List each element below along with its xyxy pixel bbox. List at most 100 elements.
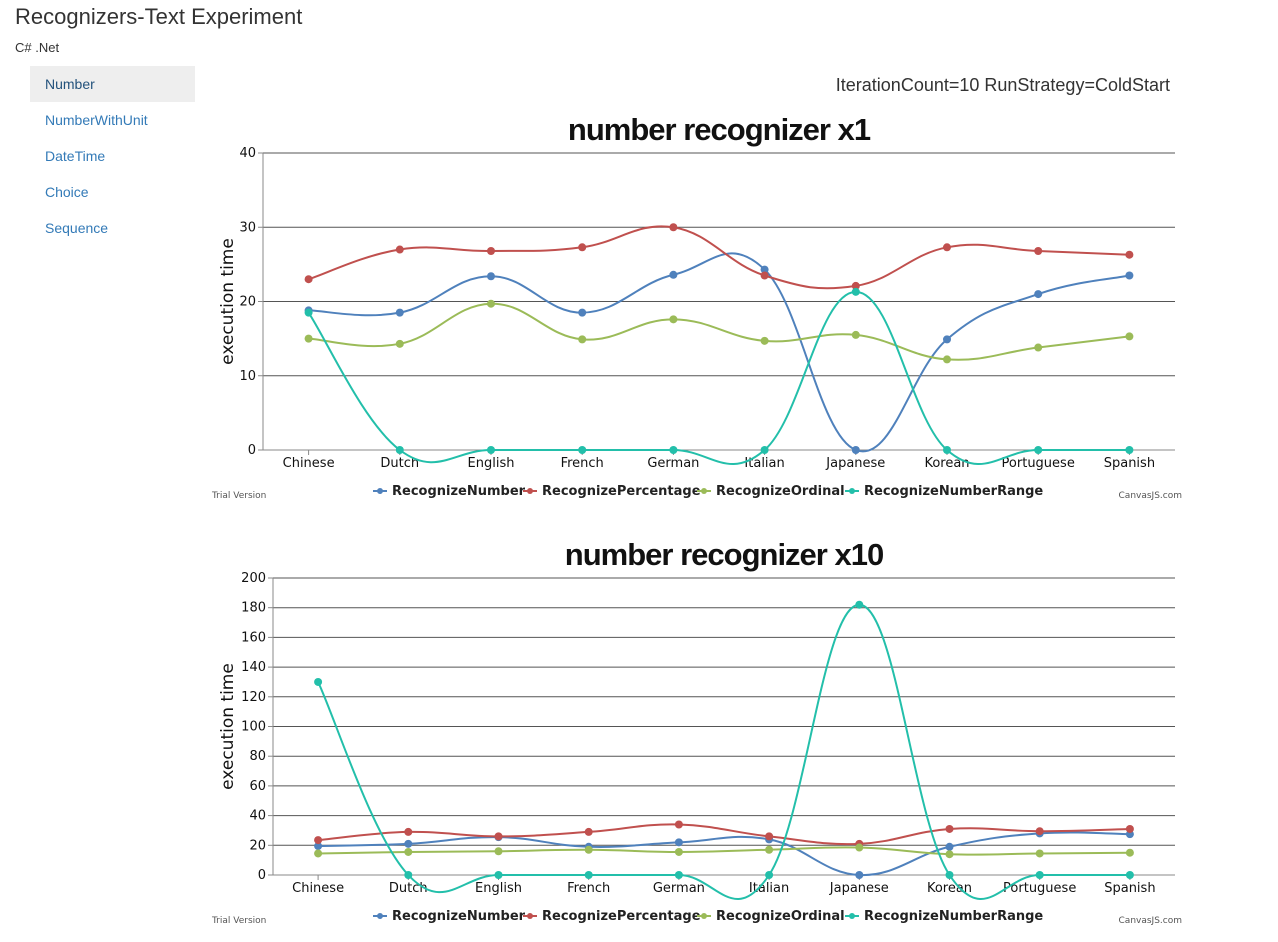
data-point[interactable] — [674, 847, 683, 856]
chart-x10: number recognizer x10 0 20 40 60 80 100 120 140 1… — [205, 530, 1195, 940]
data-point[interactable] — [314, 849, 323, 858]
data-point[interactable] — [760, 265, 769, 274]
data-point[interactable] — [404, 839, 413, 848]
nav-item-number-with-unit[interactable]: NumberWithUnit — [45, 112, 148, 128]
data-point[interactable] — [669, 270, 678, 279]
data-point[interactable] — [584, 845, 593, 854]
data-point[interactable] — [1035, 849, 1044, 858]
data-point[interactable] — [1125, 848, 1134, 857]
chart-title: number recognizer x10 — [565, 537, 883, 572]
series-recognize-ordinal — [314, 843, 1134, 859]
y-tick-label: 0 — [258, 868, 266, 883]
legend-swatch-marker — [527, 913, 533, 919]
data-point[interactable] — [578, 308, 587, 317]
legend-item-recognize-percentage[interactable]: RecognizePercentage — [523, 484, 701, 499]
data-point[interactable] — [494, 871, 503, 879]
data-point[interactable] — [578, 446, 587, 454]
data-point[interactable] — [851, 330, 860, 339]
data-point[interactable] — [1034, 343, 1043, 352]
data-point[interactable] — [404, 871, 413, 879]
data-point[interactable] — [1034, 290, 1043, 299]
data-point[interactable] — [314, 677, 323, 686]
data-point[interactable] — [674, 820, 683, 829]
data-point[interactable] — [487, 272, 495, 281]
data-point[interactable] — [945, 871, 954, 879]
data-point[interactable] — [584, 871, 593, 879]
data-point[interactable] — [945, 824, 954, 833]
data-point[interactable] — [1125, 871, 1134, 879]
data-point[interactable] — [494, 832, 503, 841]
data-point[interactable] — [851, 287, 860, 296]
legend-item-recognize-ordinal[interactable]: RecognizeOrdinal — [697, 909, 845, 924]
data-point[interactable] — [760, 271, 769, 280]
data-point[interactable] — [395, 446, 404, 454]
series-line — [308, 252, 1130, 453]
data-point[interactable] — [1125, 824, 1134, 833]
data-point[interactable] — [304, 275, 313, 284]
legend-item-recognize-ordinal[interactable]: RecognizeOrdinal — [697, 484, 845, 499]
data-point[interactable] — [1034, 446, 1043, 454]
data-point[interactable] — [578, 335, 587, 344]
data-point[interactable] — [1035, 827, 1044, 836]
data-point[interactable] — [494, 847, 503, 856]
data-point[interactable] — [851, 281, 860, 290]
data-point[interactable] — [943, 243, 951, 252]
data-point[interactable] — [765, 845, 774, 854]
platform-label: C# .Net — [15, 40, 60, 55]
data-point[interactable] — [314, 836, 323, 845]
data-point[interactable] — [943, 335, 951, 344]
data-point[interactable] — [395, 308, 404, 317]
legend-item-recognize-number-range[interactable]: RecognizeNumberRange — [845, 484, 1043, 499]
data-point[interactable] — [487, 446, 495, 454]
data-point[interactable] — [851, 446, 860, 454]
data-point[interactable] — [404, 827, 413, 836]
data-point[interactable] — [1035, 871, 1044, 879]
data-point[interactable] — [395, 339, 404, 348]
data-point[interactable] — [304, 334, 313, 343]
data-point[interactable] — [945, 850, 954, 859]
y-tick-label: 40 — [239, 146, 256, 161]
legend-label: RecognizeNumber — [392, 909, 526, 924]
legend-item-recognize-percentage[interactable]: RecognizePercentage — [523, 909, 701, 924]
data-point[interactable] — [855, 871, 864, 879]
data-point[interactable] — [760, 446, 769, 454]
data-point[interactable] — [304, 308, 313, 317]
data-point[interactable] — [765, 832, 774, 841]
legend-item-recognize-number[interactable]: RecognizeNumber — [373, 484, 526, 499]
data-point[interactable] — [943, 446, 951, 454]
nav-item-sequence[interactable]: Sequence — [45, 220, 109, 236]
legend-item-recognize-number-range[interactable]: RecognizeNumberRange — [845, 909, 1043, 924]
data-point[interactable] — [760, 336, 769, 345]
data-point[interactable] — [1125, 332, 1134, 341]
nav-item-number[interactable]: Number — [30, 66, 195, 102]
data-point[interactable] — [395, 245, 404, 254]
data-point[interactable] — [487, 299, 495, 308]
nav-item-choice[interactable]: Choice — [45, 184, 89, 200]
series-recognize-percentage — [314, 820, 1134, 848]
data-point[interactable] — [945, 842, 954, 851]
data-point[interactable] — [1125, 250, 1134, 259]
canvasjs-credit-link[interactable]: CanvasJS.com — [1119, 916, 1182, 926]
y-tick-label: 20 — [239, 295, 256, 310]
data-point[interactable] — [669, 223, 678, 232]
canvasjs-credit-link[interactable]: CanvasJS.com — [1119, 491, 1182, 501]
data-point[interactable] — [578, 243, 587, 252]
legend-swatch-marker — [849, 913, 855, 919]
data-point[interactable] — [669, 315, 678, 324]
data-point[interactable] — [669, 446, 678, 454]
data-point[interactable] — [314, 842, 323, 851]
data-point[interactable] — [487, 247, 495, 256]
data-point[interactable] — [855, 843, 864, 852]
data-point[interactable] — [943, 355, 951, 364]
data-point[interactable] — [1125, 446, 1134, 454]
data-point[interactable] — [584, 827, 593, 836]
data-point[interactable] — [674, 838, 683, 847]
nav-item-datetime[interactable]: DateTime — [45, 148, 106, 164]
data-point[interactable] — [855, 600, 864, 609]
data-point[interactable] — [1125, 271, 1134, 280]
data-point[interactable] — [404, 847, 413, 856]
data-point[interactable] — [674, 871, 683, 879]
data-point[interactable] — [1034, 247, 1043, 256]
data-point[interactable] — [765, 871, 774, 879]
legend-item-recognize-number[interactable]: RecognizeNumber — [373, 909, 526, 924]
